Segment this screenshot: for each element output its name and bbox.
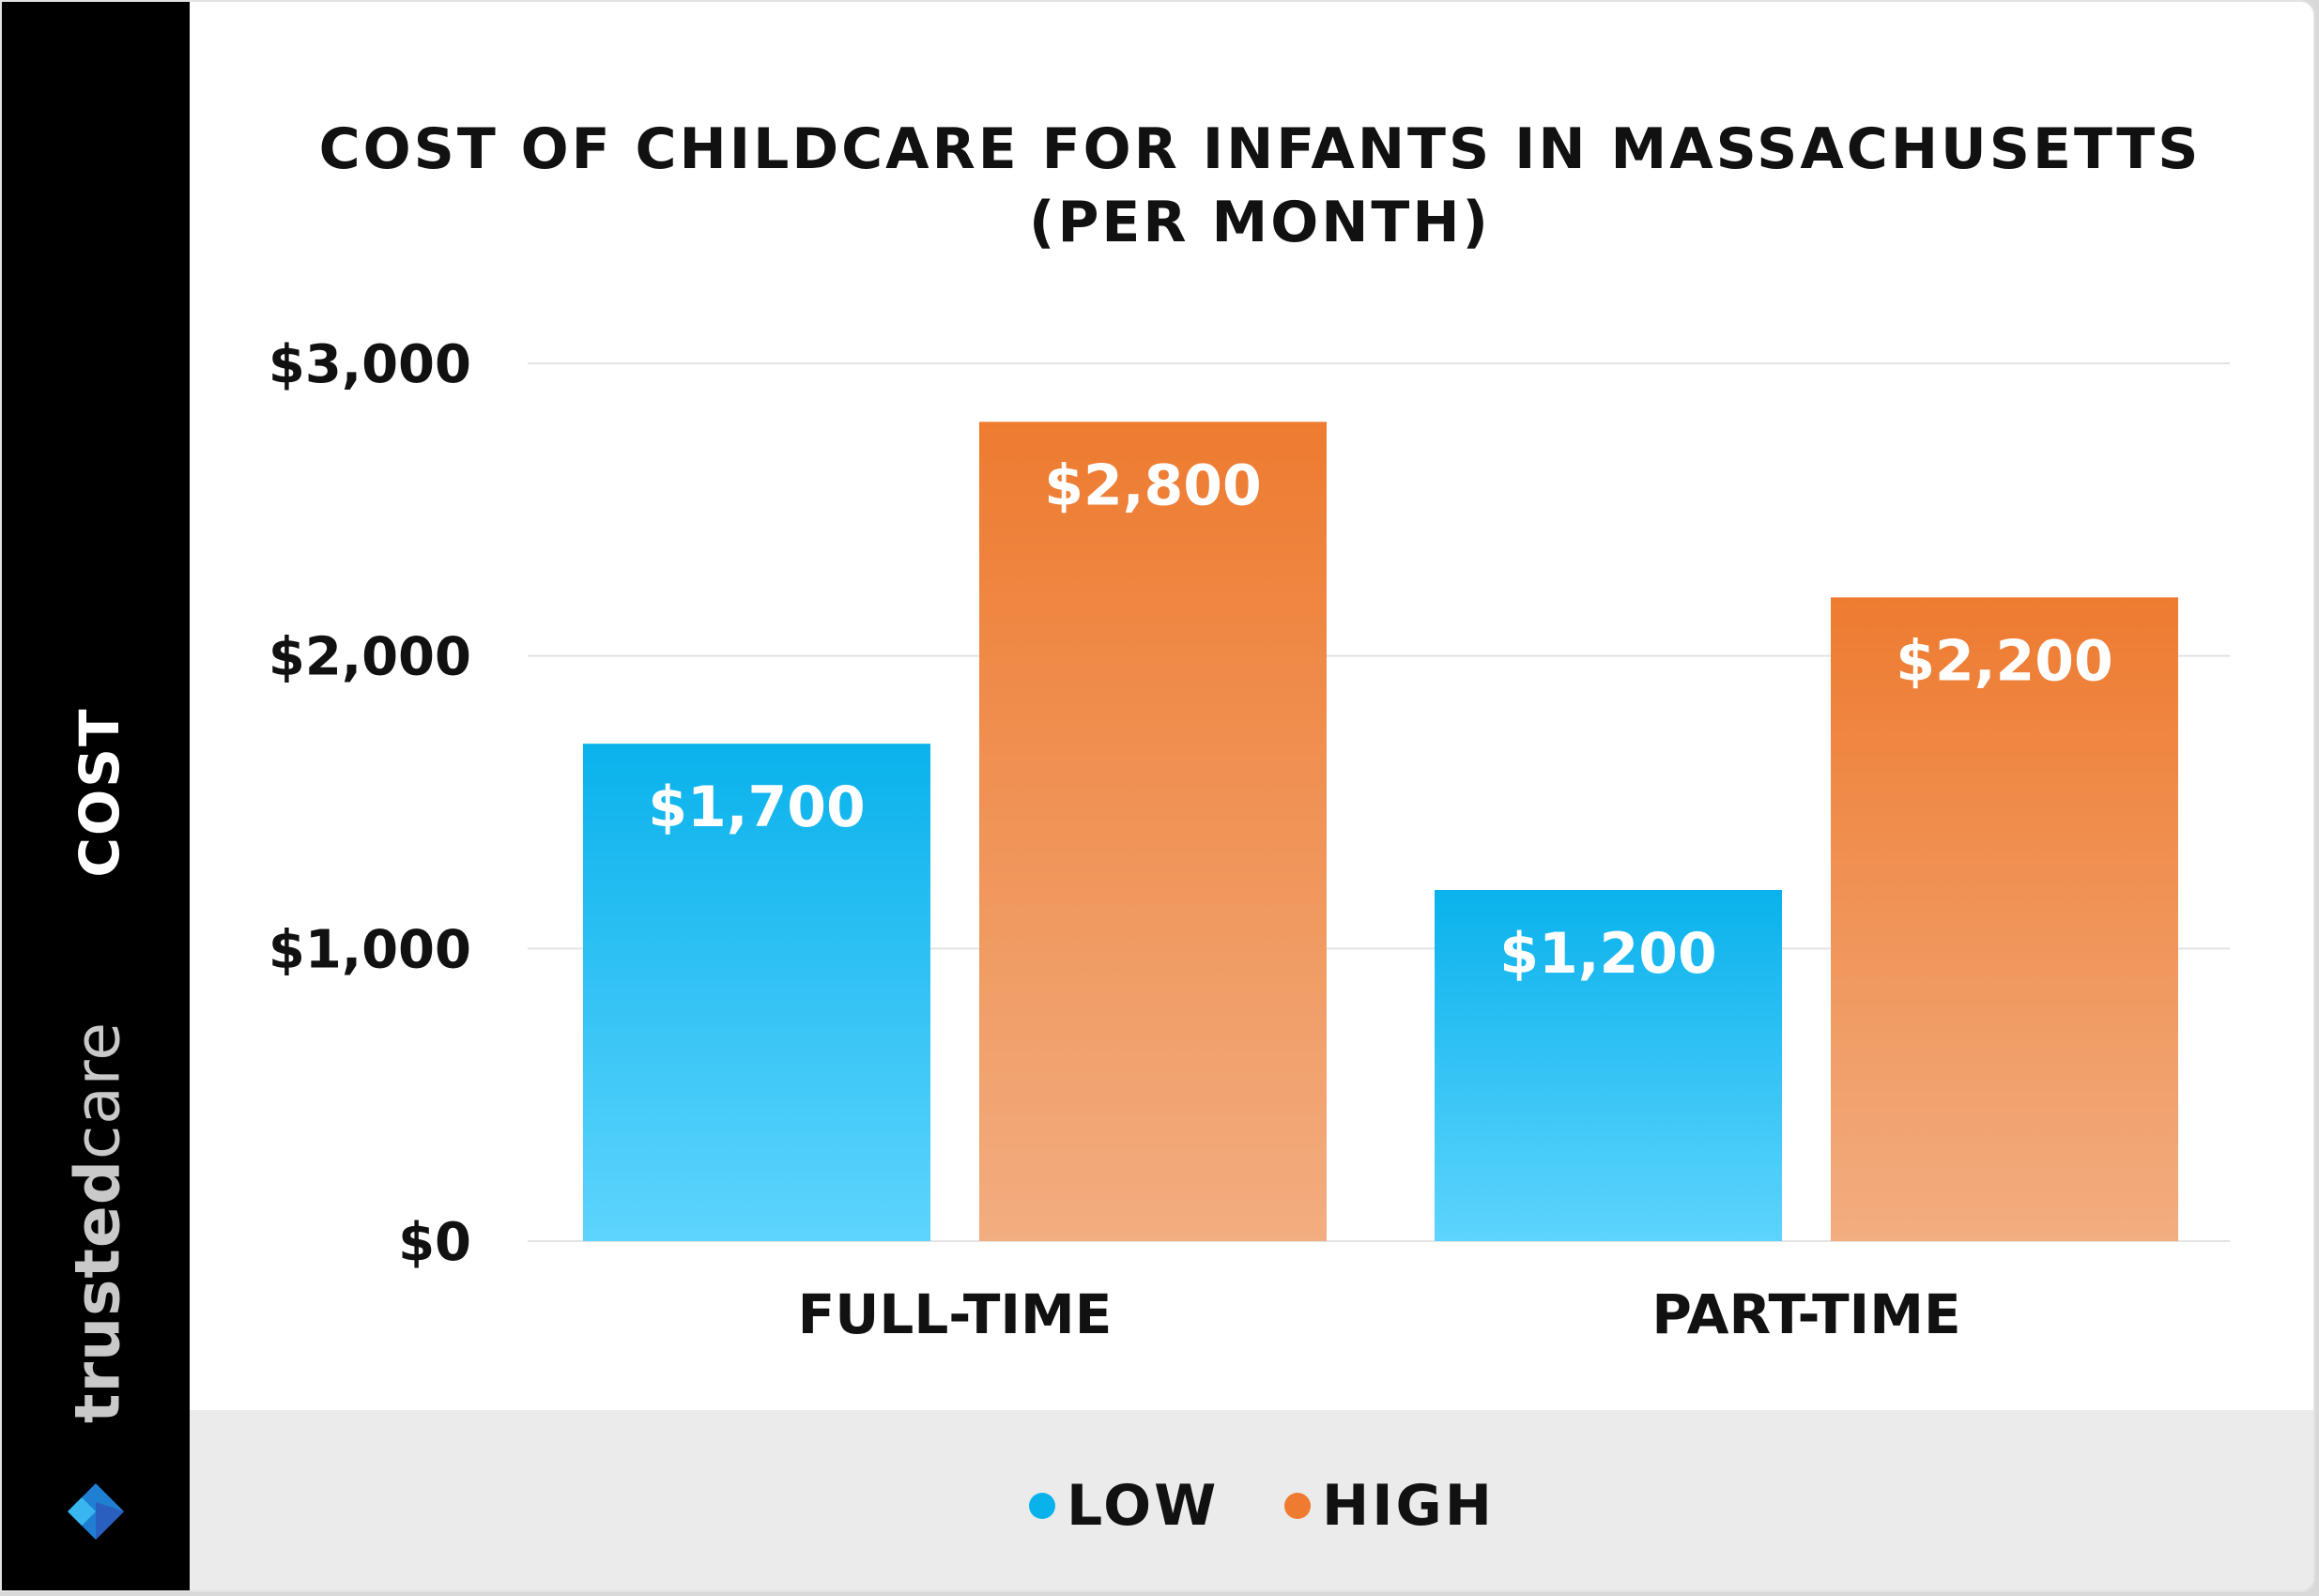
- y-tick-label: $1,000: [269, 919, 471, 980]
- chart-title: COST OF CHILDCARE FOR INFANTS IN MASSACH…: [246, 113, 2274, 259]
- bar-chart: $0 $1,000 $2,000 $3,000 $1,700 $2,800 $1,200 $…: [269, 334, 2230, 1346]
- legend-item-low: LOW: [1029, 1473, 1219, 1539]
- bar-high-part-time: [1831, 597, 2178, 1241]
- legend-dot-low: [1029, 1493, 1055, 1519]
- chart-title-line2: (PER MONTH): [1029, 190, 1491, 255]
- y-tick-label: $2,000: [269, 627, 471, 688]
- bar-low-part-time: [1435, 890, 1782, 1241]
- x-tick-label: FULL-TIME: [798, 1282, 1113, 1346]
- bar-value-label: $2,800: [1044, 453, 1262, 518]
- y-tick-label: $3,000: [269, 334, 471, 395]
- legend-label-low: LOW: [1067, 1473, 1220, 1539]
- x-tick-label: PART-TIME: [1651, 1282, 1960, 1346]
- bar-value-label: $1,200: [1499, 921, 1717, 987]
- legend-bar: [190, 1410, 2313, 1590]
- bar-high-full-time: [979, 422, 1327, 1241]
- bar-value-label: $1,700: [648, 775, 866, 840]
- legend-dot-high: [1284, 1493, 1311, 1519]
- sidebar: [2, 2, 190, 1590]
- y-tick-label: $0: [398, 1212, 471, 1273]
- chart-title-line1: COST OF CHILDCARE FOR INFANTS IN MASSACH…: [318, 116, 2202, 182]
- legend-label-high: HIGH: [1322, 1473, 1496, 1539]
- bar-value-label: $2,200: [1896, 628, 2113, 694]
- bar-low-full-time: [583, 744, 930, 1241]
- legend-item-high: HIGH: [1284, 1473, 1495, 1539]
- heart-chevron-logo-icon: [68, 1483, 124, 1540]
